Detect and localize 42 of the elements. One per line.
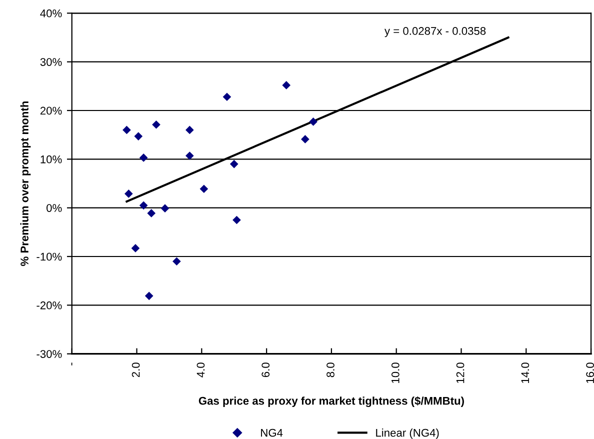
x-tick-label: 16.0: [586, 362, 594, 383]
x-tick-label: 12.0: [456, 362, 464, 383]
x-tick-label: 10.0: [391, 362, 400, 383]
point: [160, 204, 170, 212]
point: [222, 92, 232, 102]
point: [139, 201, 148, 210]
x-tick-label: 2.0: [132, 362, 140, 378]
annotation: y = 0.0287x - 0.0358: [384, 27, 486, 38]
y-tick-label: 0%: [46, 204, 62, 212]
point: [139, 154, 148, 162]
y-tick-label: 10%: [40, 155, 62, 164]
point: [232, 216, 241, 224]
x-tick-label: 6.0: [262, 362, 270, 378]
point: [124, 190, 133, 198]
point: [147, 209, 156, 218]
point: [185, 126, 194, 134]
y-tick-label: -10%: [36, 252, 62, 261]
point: [185, 152, 194, 160]
point: [172, 257, 181, 266]
x-tick-label: 4.0: [196, 362, 205, 378]
x-axis-title: Gas price as proxy for market tightness ($/MMBtu): [198, 396, 464, 408]
point: [131, 244, 140, 252]
y-tick-label: -30%: [36, 350, 62, 358]
y-tick-label: -20%: [36, 301, 62, 310]
point: [122, 126, 131, 134]
y-tick-label: 20%: [40, 106, 62, 115]
legend-label: Linear (NG4): [376, 428, 439, 439]
point: [309, 118, 318, 126]
y-tick-label: 30%: [40, 58, 62, 66]
x-tick-label: -: [71, 362, 72, 366]
x-tick-label: 8.0: [326, 362, 334, 378]
y-axis-title: % Premium over prompt month: [20, 101, 31, 266]
point: [144, 292, 154, 300]
legend-label: NG4: [261, 428, 283, 437]
y-tick-label: 40%: [40, 9, 62, 18]
point: [282, 81, 291, 90]
point: [230, 160, 238, 168]
x-tick-label: 14.0: [521, 362, 530, 383]
point: [134, 132, 143, 140]
point: [301, 135, 310, 144]
point: [200, 184, 208, 194]
point: [152, 120, 160, 129]
